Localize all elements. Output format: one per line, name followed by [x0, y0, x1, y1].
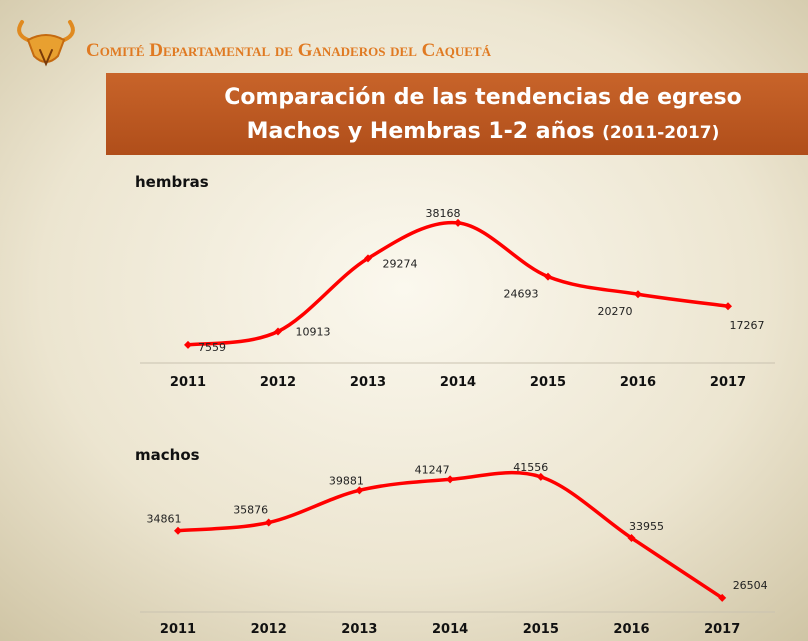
x-tick-label: 2012 — [260, 375, 296, 390]
point-marker — [364, 254, 372, 263]
x-tick-label: 2011 — [160, 622, 196, 637]
x-tick-label: 2014 — [440, 375, 476, 390]
data-label: 29274 — [383, 257, 418, 270]
data-label: 7559 — [198, 341, 226, 354]
point-marker — [174, 526, 182, 535]
point-marker — [544, 272, 552, 281]
title-band — [106, 73, 808, 155]
title-years: (2011-2017) — [602, 123, 719, 143]
data-label: 17267 — [730, 319, 765, 332]
point-marker — [454, 218, 462, 227]
x-tick-label: 2015 — [530, 375, 566, 390]
data-label: 41556 — [513, 461, 548, 474]
point-marker — [627, 534, 636, 543]
point-marker — [634, 290, 642, 299]
chart-title: machos — [135, 446, 200, 464]
organization-name: Comité Departamental de Ganaderos del Ca… — [86, 40, 492, 61]
point-marker — [274, 327, 282, 336]
data-label: 26504 — [733, 579, 768, 592]
point-marker — [355, 486, 364, 495]
point-marker — [718, 593, 727, 602]
data-label: 33955 — [629, 520, 664, 533]
data-label: 41247 — [415, 463, 450, 476]
point-marker — [446, 475, 455, 484]
x-tick-label: 2015 — [523, 622, 559, 637]
point-marker — [184, 340, 192, 349]
data-label: 39881 — [329, 474, 364, 487]
x-tick-label: 2012 — [251, 622, 287, 637]
point-marker — [536, 472, 545, 481]
x-tick-label: 2014 — [432, 622, 468, 637]
title-line2: Machos y Hembras 1-2 años (2011-2017) — [247, 119, 720, 144]
data-label: 20270 — [598, 305, 633, 318]
x-tick-label: 2017 — [704, 622, 740, 637]
title-line2-main: Machos y Hembras 1-2 años — [247, 119, 595, 144]
x-tick-label: 2011 — [170, 375, 206, 390]
point-marker — [724, 302, 732, 311]
x-tick-label: 2016 — [613, 622, 649, 637]
data-label: 34861 — [147, 513, 182, 526]
data-label: 38168 — [426, 207, 461, 220]
x-tick-label: 2016 — [620, 375, 656, 390]
logo — [17, 20, 75, 67]
x-tick-label: 2017 — [710, 375, 746, 390]
data-label: 10913 — [296, 326, 331, 339]
data-label: 24693 — [504, 288, 539, 301]
data-label: 35876 — [233, 504, 268, 517]
point-marker — [264, 518, 273, 527]
title-line1: Comparación de las tendencias de egreso — [224, 85, 742, 110]
x-tick-label: 2013 — [341, 622, 377, 637]
chart-title: hembras — [135, 173, 209, 191]
x-tick-label: 2013 — [350, 375, 386, 390]
